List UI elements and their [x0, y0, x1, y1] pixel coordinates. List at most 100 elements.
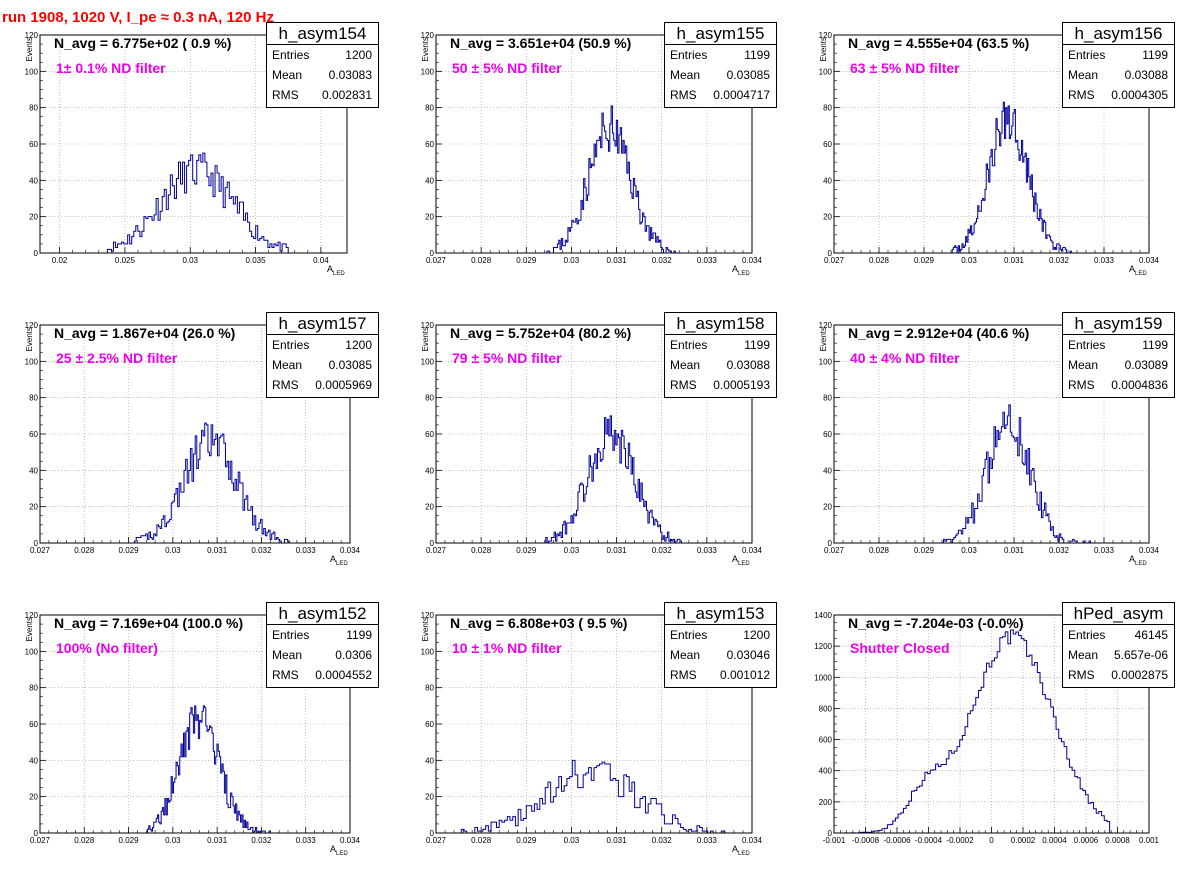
filter-label: 63 ± 5% ND filter	[850, 60, 960, 76]
y-tick-label: 40	[425, 756, 434, 765]
x-tick-label: 0.032	[652, 546, 673, 555]
stat-label: Entries	[1068, 338, 1106, 352]
y-tick-label: 100	[25, 647, 39, 656]
y-tick-label: 600	[819, 736, 833, 745]
stat-row-rms: RMS 0.0005193	[665, 375, 776, 395]
y-tick-label: 0	[34, 539, 39, 548]
stats-box: hPed_asym Entries 46145 Mean 5.657e-06 RMS 0.0…	[1062, 602, 1175, 688]
x-tick-label: 0.0004	[1042, 836, 1067, 845]
stat-row-rms: RMS 0.0004717	[665, 85, 776, 105]
stat-label: RMS	[1068, 378, 1095, 392]
y-tick-label: 40	[823, 176, 832, 185]
x-tick-label: 0.028	[869, 256, 890, 265]
stat-row-mean: Mean 0.03088	[1063, 65, 1174, 85]
stat-value: 0.0004836	[1111, 378, 1168, 392]
filter-label: 79 ± 5% ND filter	[452, 350, 562, 366]
y-tick-label: 100	[25, 67, 39, 76]
x-axis-label-sub: LED	[738, 271, 750, 277]
x-tick-label: 0.029	[914, 256, 935, 265]
y-tick-label: 0	[828, 539, 833, 548]
stat-value: 0.03046	[726, 648, 770, 662]
x-tick-label: 0.025	[115, 256, 136, 265]
stat-row-entries: Entries 1200	[267, 45, 378, 65]
y-tick-label: 100	[421, 67, 435, 76]
x-tick-label: 0.03	[564, 256, 580, 265]
y-tick-label: 80	[425, 684, 434, 693]
histogram-line-h_asym153	[458, 759, 730, 834]
navg-label: N_avg = 6.808e+03 ( 9.5 %)	[450, 615, 628, 631]
navg-label: N_avg = 1.867e+04 (26.0 %)	[54, 325, 236, 341]
y-axis-label: Events	[25, 37, 34, 61]
stat-row-rms: RMS 0.0002875	[1063, 665, 1174, 685]
x-axis-label: ALED	[1129, 264, 1147, 277]
stat-label: Entries	[670, 338, 708, 352]
stats-box: h_asym154 Entries 1200 Mean 0.03083 RMS 0.0028…	[266, 22, 379, 108]
y-tick-label: 80	[425, 394, 434, 403]
filter-label: Shutter Closed	[850, 640, 950, 656]
x-axis-label-main: A	[327, 264, 333, 274]
y-tick-label: 120	[421, 321, 435, 330]
y-tick-label: 100	[819, 67, 833, 76]
x-axis-label-main: A	[732, 264, 738, 274]
navg-label: N_avg = 5.752e+04 (80.2 %)	[450, 325, 632, 341]
x-tick-label: 0.03	[961, 256, 977, 265]
y-tick-label: 60	[29, 430, 38, 439]
x-tick-label: 0.033	[1094, 546, 1115, 555]
stat-value: 0.001012	[719, 668, 770, 682]
x-tick-label: 0.034	[340, 546, 361, 555]
y-tick-label: 20	[425, 213, 434, 222]
stat-label: Entries	[1068, 628, 1106, 642]
histogram-line-h_asym154	[105, 152, 289, 254]
y-tick-label: 120	[25, 31, 39, 40]
stat-value: 0.03085	[328, 358, 372, 372]
histogram-line-h_asym159	[942, 404, 1091, 544]
x-tick-label: 0.033	[296, 546, 317, 555]
x-tick-label: 0.03	[165, 836, 181, 845]
x-tick-label: 0.001	[1139, 836, 1160, 845]
y-tick-label: 120	[25, 611, 39, 620]
stat-row-mean: Mean 0.03046	[665, 645, 776, 665]
y-tick-label: 0	[34, 829, 39, 838]
stat-row-entries: Entries 1199	[1063, 45, 1174, 65]
x-tick-label: 0.035	[246, 256, 267, 265]
stat-label: RMS	[1068, 88, 1095, 102]
x-tick-label: 0.031	[207, 546, 228, 555]
y-tick-label: 1200	[814, 642, 832, 651]
x-axis-label-sub: LED	[336, 561, 348, 567]
stat-label: Mean	[670, 648, 701, 662]
stat-value: 0.0004305	[1111, 88, 1168, 102]
stats-box: h_asym155 Entries 1199 Mean 0.03085 RMS 0.0004…	[664, 22, 777, 108]
x-tick-label: 0.027	[426, 546, 447, 555]
stat-row-entries: Entries 1199	[267, 625, 378, 645]
x-tick-label: 0.029	[516, 546, 537, 555]
y-tick-label: 60	[425, 430, 434, 439]
stat-row-entries: Entries 1199	[1063, 335, 1174, 355]
y-tick-label: 60	[823, 140, 832, 149]
stat-value: 1200	[743, 628, 770, 642]
stat-label: RMS	[272, 378, 299, 392]
stat-row-mean: Mean 0.0306	[267, 645, 378, 665]
y-tick-label: 1000	[814, 673, 832, 682]
stat-row-mean: Mean 0.03085	[665, 65, 776, 85]
x-tick-label: -0.001	[823, 836, 846, 845]
y-tick-label: 80	[823, 394, 832, 403]
navg-label: N_avg = 4.555e+04 (63.5 %)	[848, 35, 1030, 51]
y-tick-label: 0	[828, 249, 833, 258]
navg-label: N_avg = 2.912e+04 (40.6 %)	[848, 325, 1030, 341]
stat-value: 0.0005193	[713, 378, 770, 392]
filter-label: 1± 0.1% ND filter	[56, 60, 166, 76]
y-tick-label: 0	[828, 829, 833, 838]
x-tick-label: 0.031	[1004, 256, 1025, 265]
y-tick-label: 80	[823, 104, 832, 113]
stats-box: h_asym152 Entries 1199 Mean 0.0306 RMS 0.00045…	[266, 602, 379, 688]
y-tick-label: 40	[29, 176, 38, 185]
stat-label: Entries	[272, 48, 310, 62]
stat-value: 0.0004552	[315, 668, 372, 682]
x-axis-label: ALED	[330, 844, 348, 857]
stats-box: h_asym157 Entries 1200 Mean 0.03085 RMS 0.0005…	[266, 312, 379, 398]
x-tick-label: 0.034	[742, 546, 763, 555]
y-tick-label: 80	[29, 104, 38, 113]
y-tick-label: 120	[421, 31, 435, 40]
x-tick-label: 0.027	[824, 256, 845, 265]
